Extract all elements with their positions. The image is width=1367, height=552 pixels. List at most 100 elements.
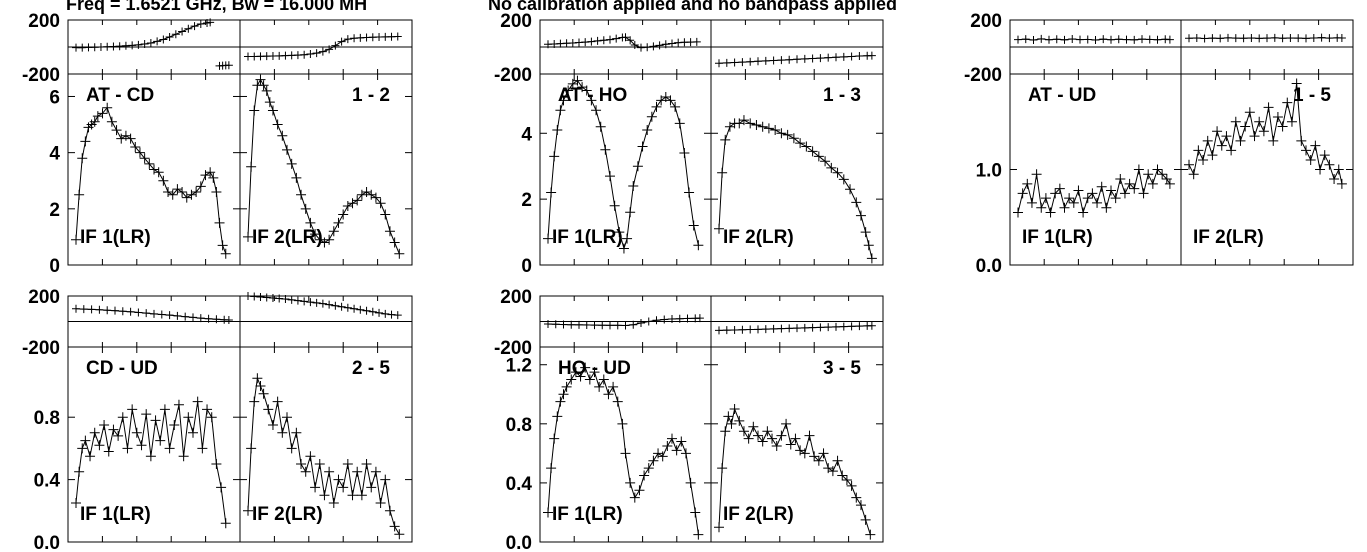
amp-tick-label: 0.0	[34, 533, 60, 552]
amp-point	[1124, 178, 1135, 189]
amp-point	[384, 505, 395, 516]
amp-point	[1329, 174, 1340, 185]
amp-point	[361, 186, 372, 197]
amp-point	[591, 105, 602, 116]
amp-point	[394, 248, 405, 259]
amp-point	[205, 167, 216, 178]
amp-point	[813, 455, 824, 466]
phase-tick-label: -200	[964, 65, 1002, 86]
amp-point	[1282, 97, 1293, 108]
if-label: IF 2(LR)	[252, 227, 323, 248]
amp-point	[286, 158, 297, 169]
amp-point	[865, 529, 876, 540]
amp-point	[667, 433, 677, 444]
amp-point	[77, 443, 88, 454]
amp-point	[598, 374, 609, 385]
if-label: IF 1(LR)	[552, 227, 623, 248]
amp-point	[102, 102, 113, 113]
amp-point	[74, 466, 85, 477]
amp-point	[1138, 188, 1149, 199]
phase-line	[248, 36, 398, 57]
amp-point	[1254, 116, 1265, 127]
amp-point	[1143, 169, 1154, 180]
amp-point	[172, 184, 183, 195]
amp-point	[788, 133, 799, 144]
amp-point	[1268, 135, 1279, 146]
amp-point	[291, 427, 302, 438]
amp-point	[543, 507, 553, 518]
amp-point	[186, 189, 197, 200]
amp-point	[688, 220, 699, 231]
amp-point	[651, 101, 662, 112]
amp-point	[767, 433, 778, 444]
amp-point	[693, 240, 704, 251]
amp-point	[781, 418, 792, 429]
amp-point	[1244, 107, 1255, 118]
amp-point	[1319, 150, 1330, 161]
amp-point	[580, 362, 591, 373]
amp-point	[99, 420, 110, 430]
amp-point	[153, 167, 164, 178]
amp-point	[543, 233, 553, 244]
amp-point	[680, 448, 691, 459]
amp-point	[608, 381, 619, 392]
amp-point	[549, 433, 560, 444]
amp-point	[837, 470, 848, 481]
amp-point	[570, 367, 581, 378]
amp-point	[1040, 193, 1051, 204]
amp-point	[726, 418, 737, 429]
amp-point	[751, 120, 762, 131]
amp-point	[782, 129, 793, 140]
amp-point	[609, 200, 620, 211]
baseline-label: 3 - 5	[823, 358, 861, 379]
amp-point	[809, 451, 820, 462]
amp-point	[300, 203, 311, 214]
amp-point	[818, 448, 829, 459]
amp-point	[127, 404, 138, 415]
amp-point	[191, 186, 202, 197]
amp-point	[546, 187, 557, 198]
amp-point	[145, 451, 156, 462]
amp-point	[738, 426, 749, 437]
amp-point	[1188, 169, 1199, 180]
amp-point	[177, 186, 188, 197]
amp-point	[286, 443, 297, 454]
amp-point	[1301, 145, 1311, 156]
panel-1-2: 1 - 2 IF 2(LR)	[239, 19, 413, 266]
phase-tick-label: -200	[22, 65, 60, 86]
amp-point	[89, 116, 100, 127]
phase-tick-label: -200	[494, 65, 532, 86]
amp-point	[155, 435, 166, 446]
amp-point	[1296, 135, 1307, 146]
amp-point	[720, 426, 731, 437]
amp-point	[855, 500, 866, 511]
amp-point	[1240, 121, 1251, 132]
amp-point	[214, 217, 225, 228]
amp-point	[164, 443, 175, 454]
amp-point	[136, 440, 147, 451]
amp-point	[108, 424, 119, 435]
amp-point	[1031, 169, 1042, 180]
phase-tick-label: 200	[28, 11, 60, 32]
amp-tick-label: 0.4	[506, 474, 533, 495]
amp-tick-label: 0.4	[34, 471, 61, 492]
amp-point	[267, 105, 278, 116]
phase-tick-label: -200	[494, 338, 532, 359]
amp-point	[820, 156, 831, 167]
amp-tick-label: 0	[49, 256, 60, 277]
amp-point	[634, 485, 645, 496]
amp-point	[1324, 159, 1335, 170]
amp-point	[670, 101, 681, 112]
amp-point	[89, 427, 100, 438]
baseline-label: CD - UD	[86, 358, 158, 379]
amp-tick-label: 2	[49, 200, 60, 221]
amp-point	[370, 192, 381, 203]
amp-point	[790, 433, 801, 444]
if-label: IF 1(LR)	[80, 504, 151, 525]
amp-point	[1068, 197, 1079, 208]
if-label: IF 2(LR)	[723, 227, 794, 248]
amp-point	[192, 396, 203, 407]
amp-point	[863, 240, 874, 251]
amp-point	[665, 95, 676, 106]
